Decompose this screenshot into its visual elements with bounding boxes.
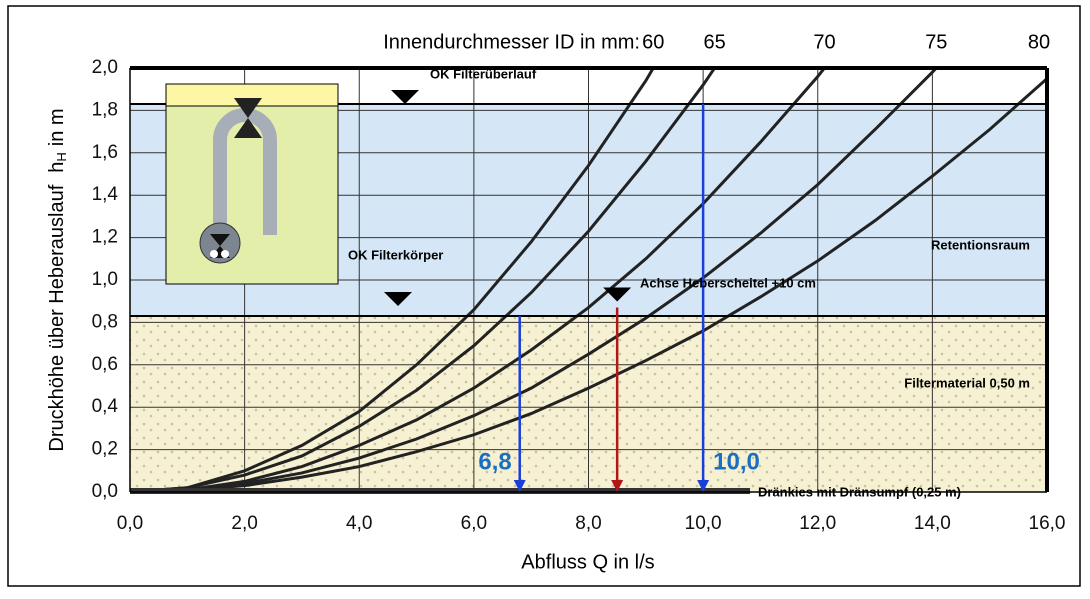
y-tick-label: 1,6 xyxy=(92,142,118,163)
y-tick-label: 1,2 xyxy=(92,227,118,248)
y-tick-label: 0,6 xyxy=(92,354,118,375)
x-tick-label: 8,0 xyxy=(575,513,601,534)
y-tick-label: 0,4 xyxy=(92,396,119,417)
inset-diagram xyxy=(166,84,338,284)
x-tick-label: 0,0 xyxy=(117,513,143,534)
series-label: 80 xyxy=(1028,31,1050,53)
y-label-unit: in m xyxy=(46,108,68,146)
y-label-text: Druckhöhe über Heberauslauf xyxy=(46,184,68,451)
y-label-sub: H xyxy=(54,152,69,161)
x-tick-label: 16,0 xyxy=(1029,513,1066,534)
header: Innendurchmesser ID in mm: xyxy=(383,31,640,53)
series-label: 65 xyxy=(703,31,725,53)
series-label: 60 xyxy=(642,31,664,53)
level-label: OK Filterkörper xyxy=(348,247,443,262)
y-tick-label: 0,2 xyxy=(92,439,118,460)
y-tick-label: 1,0 xyxy=(92,269,118,290)
series-label: 70 xyxy=(813,31,835,53)
x-label: Abfluss Q in l/s xyxy=(521,551,654,573)
y-tick-label: 1,8 xyxy=(92,99,118,120)
series-label: 75 xyxy=(925,31,947,53)
y-label-symbol: h xyxy=(46,162,68,173)
y-tick-label: 1,4 xyxy=(92,184,119,205)
zone-label: Filtermaterial 0,50 m xyxy=(904,375,1030,390)
x-tick-label: 2,0 xyxy=(231,513,257,534)
y-tick-label: 2,0 xyxy=(92,57,118,78)
y-tick-label: 0,8 xyxy=(92,311,118,332)
level-label: OK Filterüberlauf xyxy=(430,66,537,81)
x-tick-label: 6,0 xyxy=(461,513,487,534)
marker-label: Achse Heberscheitel +10 cm xyxy=(640,275,816,290)
marker-label: 10,0 xyxy=(713,448,760,475)
marker-label: 6,8 xyxy=(478,448,511,475)
x-tick-label: 10,0 xyxy=(685,513,722,534)
x-tick-label: 14,0 xyxy=(914,513,951,534)
x-tick-label: 4,0 xyxy=(346,513,372,534)
y-tick-label: 0,0 xyxy=(92,481,118,502)
zone-label: Retentionsraum xyxy=(931,237,1030,252)
chart: Innendurchmesser ID in mm: Abfluss Q in … xyxy=(0,0,1090,594)
drain-layer xyxy=(130,488,750,494)
bottom-label: Dränkies mit Dränsumpf (0,25 m) xyxy=(758,484,961,499)
x-tick-label: 12,0 xyxy=(799,513,836,534)
